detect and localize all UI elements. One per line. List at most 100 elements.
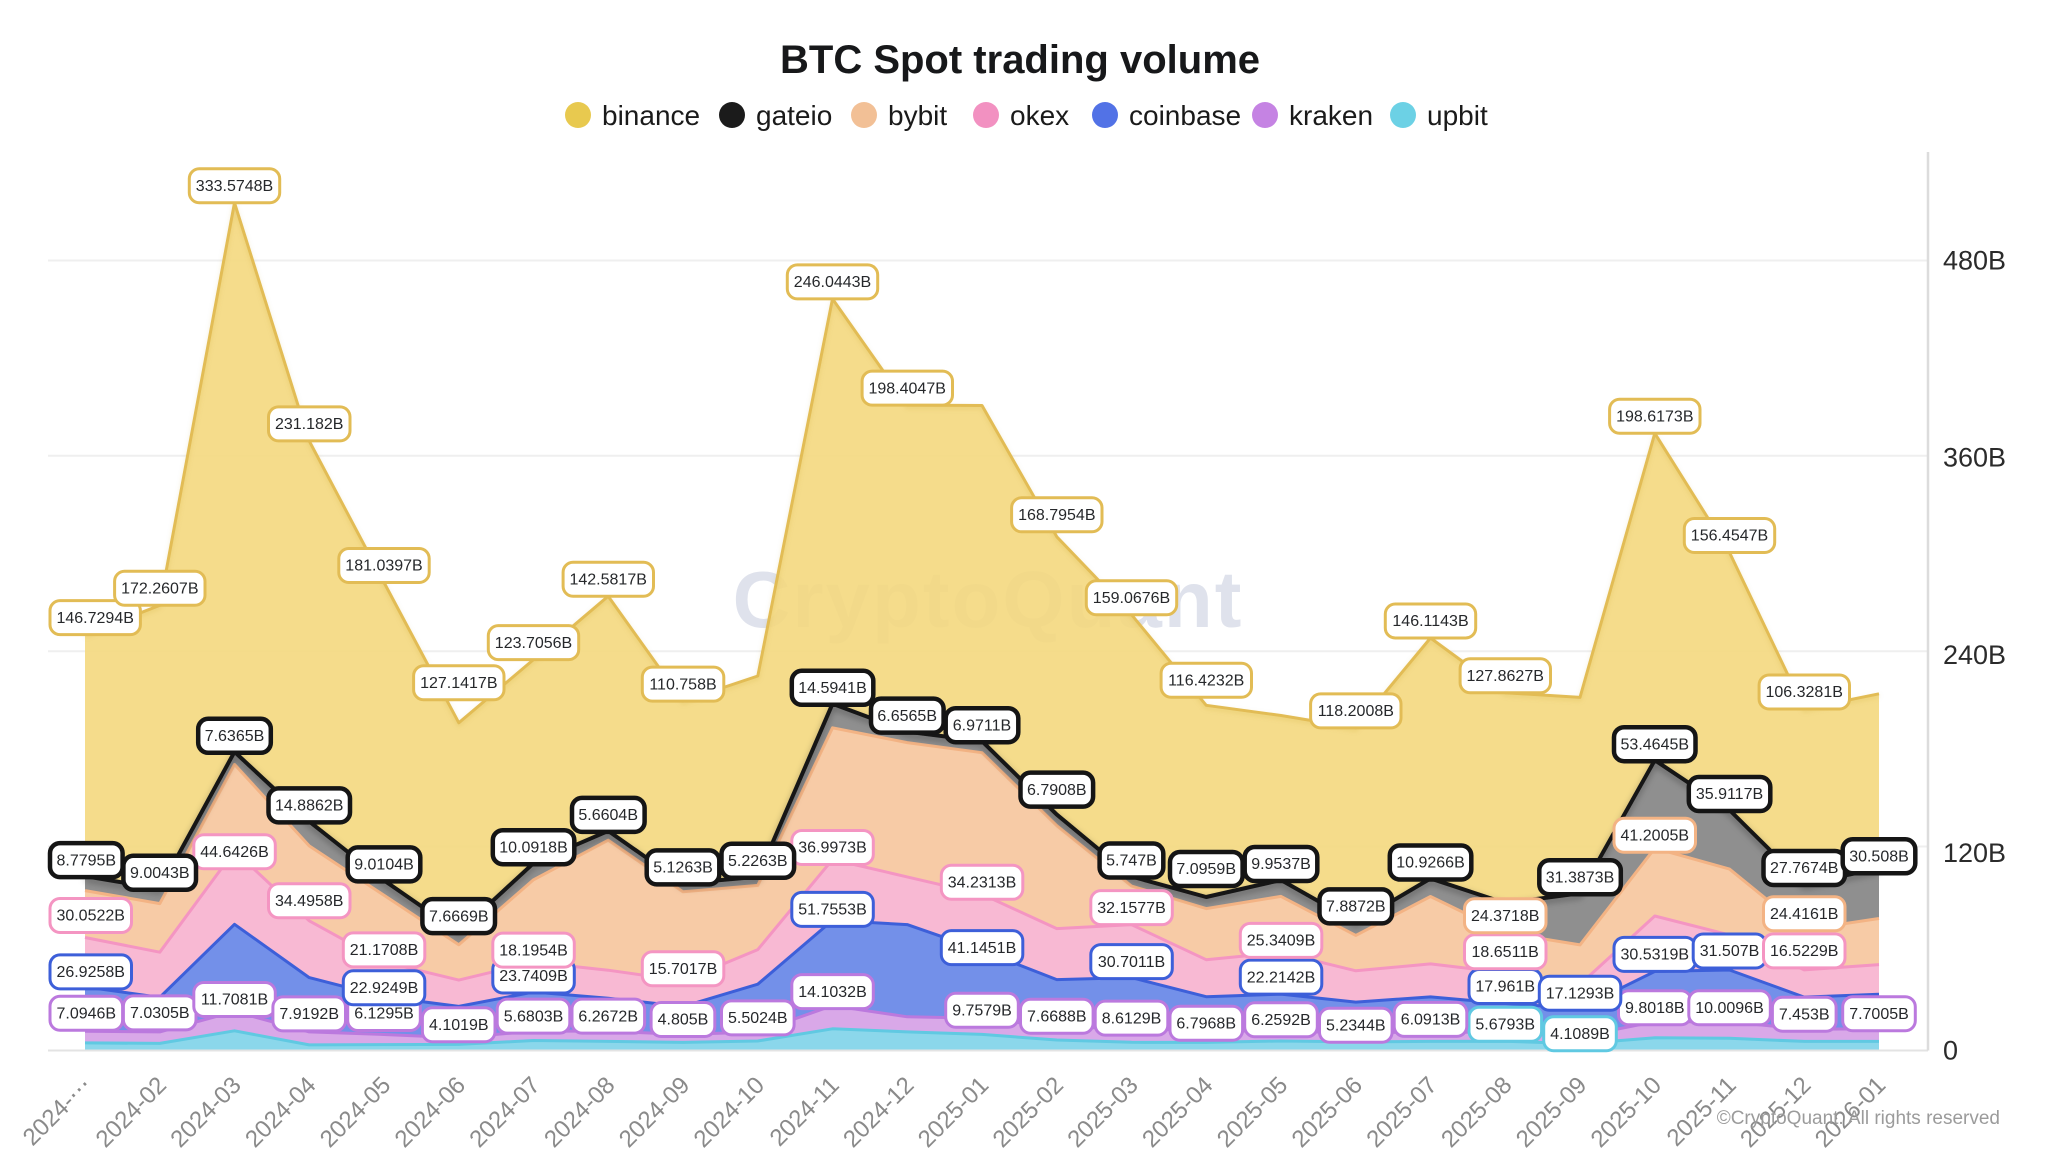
svg-text:123.7056B: 123.7056B — [495, 635, 572, 652]
svg-text:106.3281B: 106.3281B — [1765, 684, 1842, 701]
svg-text:gateio: gateio — [756, 100, 832, 131]
svg-text:127.1417B: 127.1417B — [420, 675, 497, 692]
svg-text:bybit: bybit — [888, 100, 947, 131]
svg-text:7.8872B: 7.8872B — [1326, 899, 1386, 916]
svg-text:9.0104B: 9.0104B — [354, 857, 414, 874]
svg-text:0: 0 — [1943, 1036, 1958, 1066]
svg-text:34.4958B: 34.4958B — [275, 893, 344, 910]
svg-text:159.0676B: 159.0676B — [1093, 590, 1170, 607]
svg-text:32.1577B: 32.1577B — [1097, 900, 1166, 917]
svg-text:okex: okex — [1010, 100, 1069, 131]
svg-text:5.1263B: 5.1263B — [653, 860, 713, 877]
svg-text:41.1451B: 41.1451B — [948, 940, 1017, 957]
svg-text:231.182B: 231.182B — [275, 416, 344, 433]
svg-text:27.7674B: 27.7674B — [1770, 860, 1839, 877]
svg-text:181.0397B: 181.0397B — [345, 558, 422, 575]
svg-text:11.7081B: 11.7081B — [201, 992, 268, 1009]
svg-text:127.8627B: 127.8627B — [1466, 668, 1543, 685]
svg-text:10.0918B: 10.0918B — [499, 839, 568, 856]
svg-text:14.8862B: 14.8862B — [275, 798, 344, 815]
svg-text:6.6565B: 6.6565B — [877, 708, 937, 725]
svg-text:coinbase: coinbase — [1129, 100, 1241, 131]
svg-text:7.453B: 7.453B — [1779, 1006, 1830, 1023]
svg-text:6.2672B: 6.2672B — [578, 1008, 638, 1025]
svg-text:17.1293B: 17.1293B — [1546, 986, 1615, 1003]
svg-text:©CryptoQuant. All rights reser: ©CryptoQuant. All rights reserved — [1717, 1108, 2000, 1129]
svg-text:upbit: upbit — [1427, 100, 1488, 131]
svg-text:35.9117B: 35.9117B — [1696, 786, 1763, 803]
svg-text:22.2142B: 22.2142B — [1247, 969, 1316, 986]
svg-text:10.0096B: 10.0096B — [1695, 1000, 1764, 1017]
svg-text:30.508B: 30.508B — [1849, 849, 1909, 866]
svg-text:binance: binance — [602, 100, 700, 131]
svg-text:9.9537B: 9.9537B — [1251, 856, 1311, 873]
svg-text:146.7294B: 146.7294B — [56, 610, 133, 627]
svg-text:5.6604B: 5.6604B — [578, 807, 638, 824]
svg-text:26.9258B: 26.9258B — [56, 964, 125, 981]
svg-text:5.6803B: 5.6803B — [504, 1008, 564, 1025]
svg-text:21.1708B: 21.1708B — [350, 942, 419, 959]
svg-text:36.9973B: 36.9973B — [798, 840, 867, 857]
svg-text:7.0946B: 7.0946B — [56, 1006, 116, 1023]
svg-text:333.5748B: 333.5748B — [196, 178, 273, 195]
svg-text:16.5229B: 16.5229B — [1770, 943, 1839, 960]
svg-text:18.6511B: 18.6511B — [1472, 944, 1539, 961]
svg-text:360B: 360B — [1943, 443, 2006, 473]
svg-text:5.5024B: 5.5024B — [728, 1010, 788, 1027]
svg-text:14.1032B: 14.1032B — [798, 984, 867, 1001]
svg-text:4.805B: 4.805B — [658, 1012, 709, 1029]
svg-text:17.961B: 17.961B — [1475, 979, 1535, 996]
svg-text:7.6688B: 7.6688B — [1027, 1009, 1087, 1026]
svg-text:110.758B: 110.758B — [649, 676, 716, 693]
svg-text:7.6365B: 7.6365B — [205, 728, 265, 745]
svg-text:24.3718B: 24.3718B — [1471, 908, 1540, 925]
svg-text:146.1143B: 146.1143B — [1392, 613, 1468, 630]
svg-text:480B: 480B — [1943, 246, 2006, 276]
svg-text:118.2008B: 118.2008B — [1318, 703, 1394, 720]
svg-text:142.5817B: 142.5817B — [569, 571, 646, 588]
svg-text:6.0913B: 6.0913B — [1401, 1012, 1461, 1029]
svg-text:7.6669B: 7.6669B — [429, 908, 489, 925]
svg-text:6.7968B: 6.7968B — [1176, 1015, 1236, 1032]
svg-text:5.6793B: 5.6793B — [1475, 1016, 1535, 1033]
svg-text:198.6173B: 198.6173B — [1616, 409, 1693, 426]
svg-text:14.5941B: 14.5941B — [798, 680, 867, 697]
svg-text:7.0305B: 7.0305B — [130, 1005, 190, 1022]
svg-text:44.6426B: 44.6426B — [200, 844, 269, 861]
svg-text:4.1089B: 4.1089B — [1550, 1026, 1610, 1043]
svg-text:9.7579B: 9.7579B — [952, 1003, 1012, 1020]
svg-text:31.507B: 31.507B — [1700, 943, 1760, 960]
svg-text:30.7011B: 30.7011B — [1098, 954, 1165, 971]
svg-text:240B: 240B — [1943, 640, 2006, 670]
svg-text:23.7409B: 23.7409B — [499, 968, 568, 985]
svg-text:168.7954B: 168.7954B — [1018, 507, 1095, 524]
svg-text:6.1295B: 6.1295B — [354, 1006, 414, 1023]
svg-text:5.2263B: 5.2263B — [728, 853, 788, 870]
svg-text:6.7908B: 6.7908B — [1027, 782, 1087, 799]
svg-text:9.0043B: 9.0043B — [130, 865, 190, 882]
svg-text:25.3409B: 25.3409B — [1247, 933, 1316, 950]
svg-text:41.2005B: 41.2005B — [1621, 827, 1690, 844]
svg-text:15.7017B: 15.7017B — [649, 961, 718, 978]
svg-text:7.0959B: 7.0959B — [1176, 861, 1236, 878]
svg-text:5.747B: 5.747B — [1106, 853, 1157, 870]
svg-text:22.9249B: 22.9249B — [350, 980, 419, 997]
svg-text:156.4547B: 156.4547B — [1691, 528, 1768, 545]
svg-text:7.7005B: 7.7005B — [1849, 1006, 1909, 1023]
svg-text:198.4047B: 198.4047B — [868, 380, 945, 397]
svg-text:24.4161B: 24.4161B — [1770, 906, 1839, 923]
svg-text:51.7553B: 51.7553B — [798, 902, 867, 919]
svg-text:6.2592B: 6.2592B — [1251, 1012, 1311, 1029]
svg-text:8.6129B: 8.6129B — [1102, 1010, 1162, 1027]
svg-text:116.4232B: 116.4232B — [1168, 673, 1244, 690]
svg-text:246.0443B: 246.0443B — [794, 274, 871, 291]
svg-text:7.9192B: 7.9192B — [279, 1006, 339, 1023]
svg-text:4.1019B: 4.1019B — [429, 1017, 489, 1034]
svg-text:53.4645B: 53.4645B — [1621, 736, 1690, 753]
svg-text:31.3873B: 31.3873B — [1546, 870, 1615, 887]
svg-text:kraken: kraken — [1289, 100, 1373, 131]
svg-text:18.1954B: 18.1954B — [499, 942, 568, 959]
svg-text:BTC Spot trading volume: BTC Spot trading volume — [780, 38, 1260, 82]
svg-text:9.8018B: 9.8018B — [1625, 1000, 1685, 1017]
svg-text:5.2344B: 5.2344B — [1326, 1018, 1386, 1035]
